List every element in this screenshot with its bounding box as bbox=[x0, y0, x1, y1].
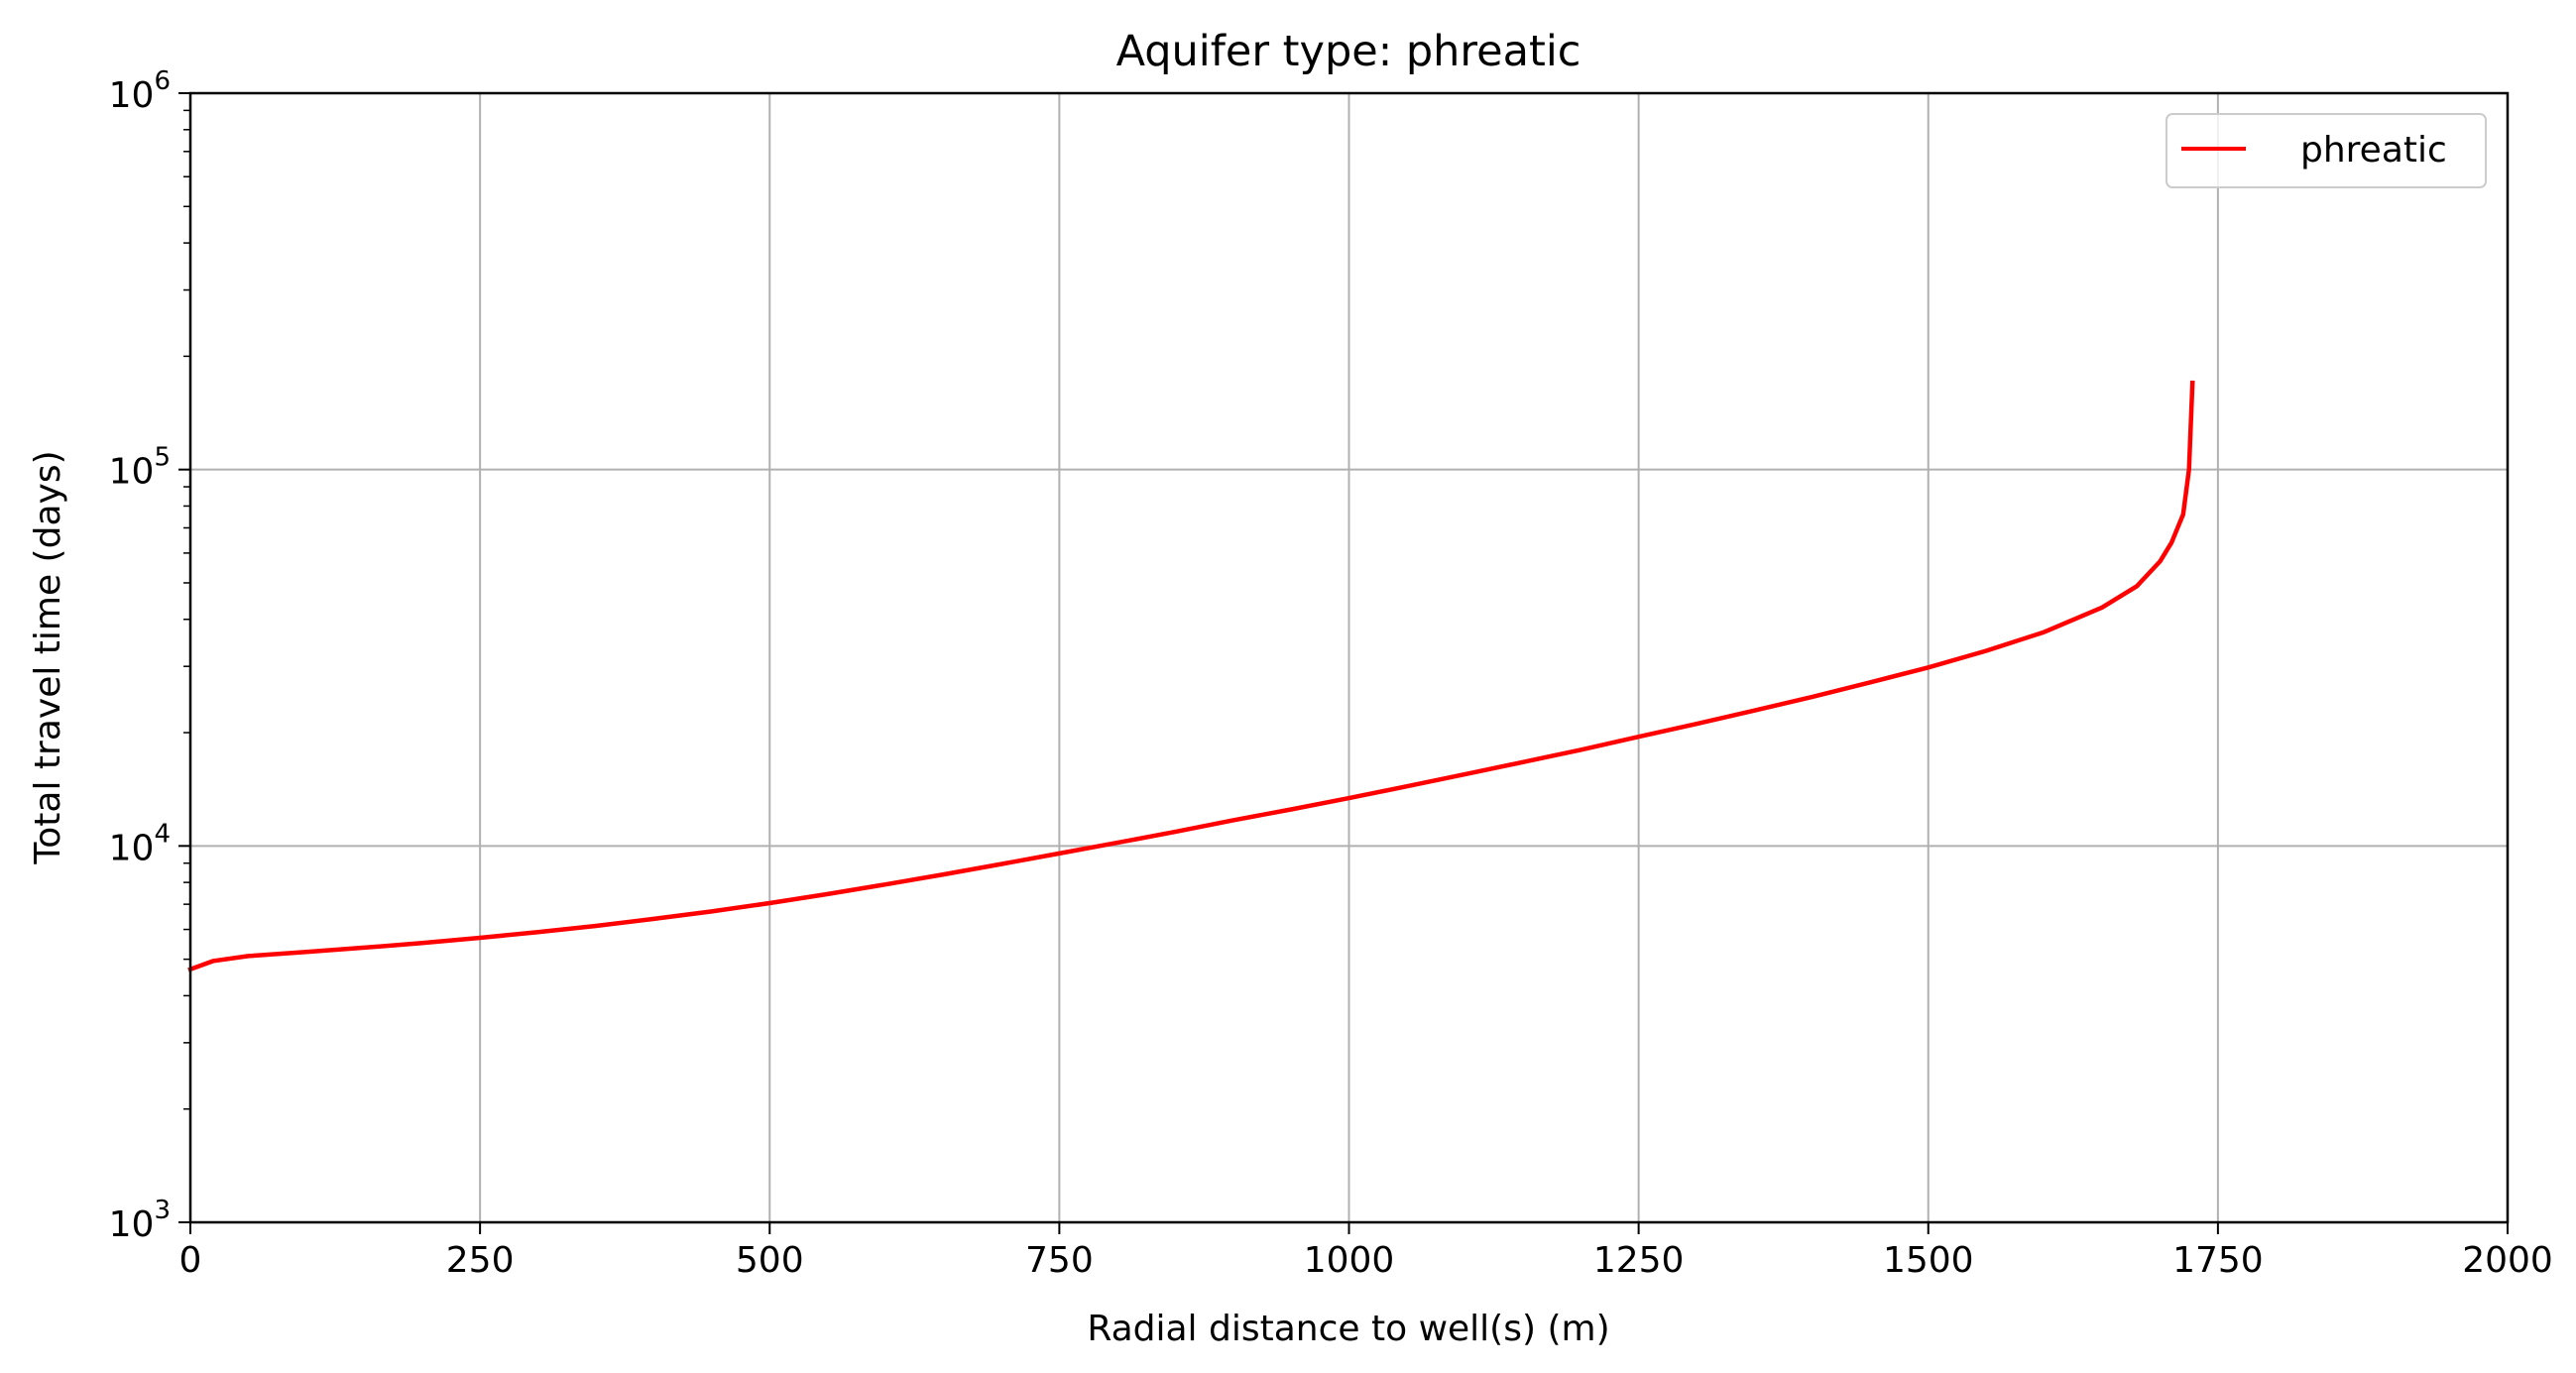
y-tick-base: 10 bbox=[109, 828, 155, 868]
axis-ticks: 0 250 500 750 1000 1250 1500 1750 20001031041051… bbox=[109, 66, 2553, 1281]
y-axis-title: Total travel time (days) bbox=[28, 450, 68, 864]
y-tick-exponent: 6 bbox=[154, 66, 171, 96]
y-tick-base: 10 bbox=[109, 75, 155, 116]
x-tick-label: 500 bbox=[736, 1240, 804, 1281]
grid bbox=[190, 93, 2508, 1222]
series-layer bbox=[187, 380, 2195, 973]
x-tick-label: 750 bbox=[1025, 1240, 1094, 1281]
x-tick-label: 1000 bbox=[1304, 1240, 1395, 1281]
legend-label-phreatic: phreatic bbox=[2300, 130, 2447, 171]
y-tick-label: 103 bbox=[109, 1196, 171, 1245]
series-line-phreatic bbox=[187, 380, 2195, 973]
legend: phreatic bbox=[2166, 113, 2487, 188]
legend-box bbox=[2166, 113, 2487, 188]
y-tick-exponent: 3 bbox=[154, 1196, 171, 1225]
plot-frame bbox=[188, 91, 2510, 1224]
y-tick-exponent: 5 bbox=[154, 443, 171, 473]
x-tick-label: 1500 bbox=[1883, 1240, 1974, 1281]
x-axis-title: Radial distance to well(s) (m) bbox=[1087, 1309, 1609, 1349]
x-tick-label: 250 bbox=[446, 1240, 515, 1281]
x-tick-label: 1250 bbox=[1593, 1240, 1685, 1281]
x-tick-label: 1750 bbox=[2172, 1240, 2264, 1281]
y-tick-label: 106 bbox=[109, 66, 171, 116]
y-tick-base: 10 bbox=[109, 452, 155, 493]
y-tick-exponent: 4 bbox=[154, 819, 171, 849]
y-tick-label: 104 bbox=[109, 819, 171, 868]
y-tick-base: 10 bbox=[109, 1204, 155, 1245]
x-tick-label: 2000 bbox=[2462, 1240, 2553, 1281]
x-tick-label: 0 bbox=[179, 1240, 202, 1281]
chart-title: Aquifer type: phreatic bbox=[1116, 27, 1581, 76]
y-tick-label: 105 bbox=[109, 443, 171, 493]
